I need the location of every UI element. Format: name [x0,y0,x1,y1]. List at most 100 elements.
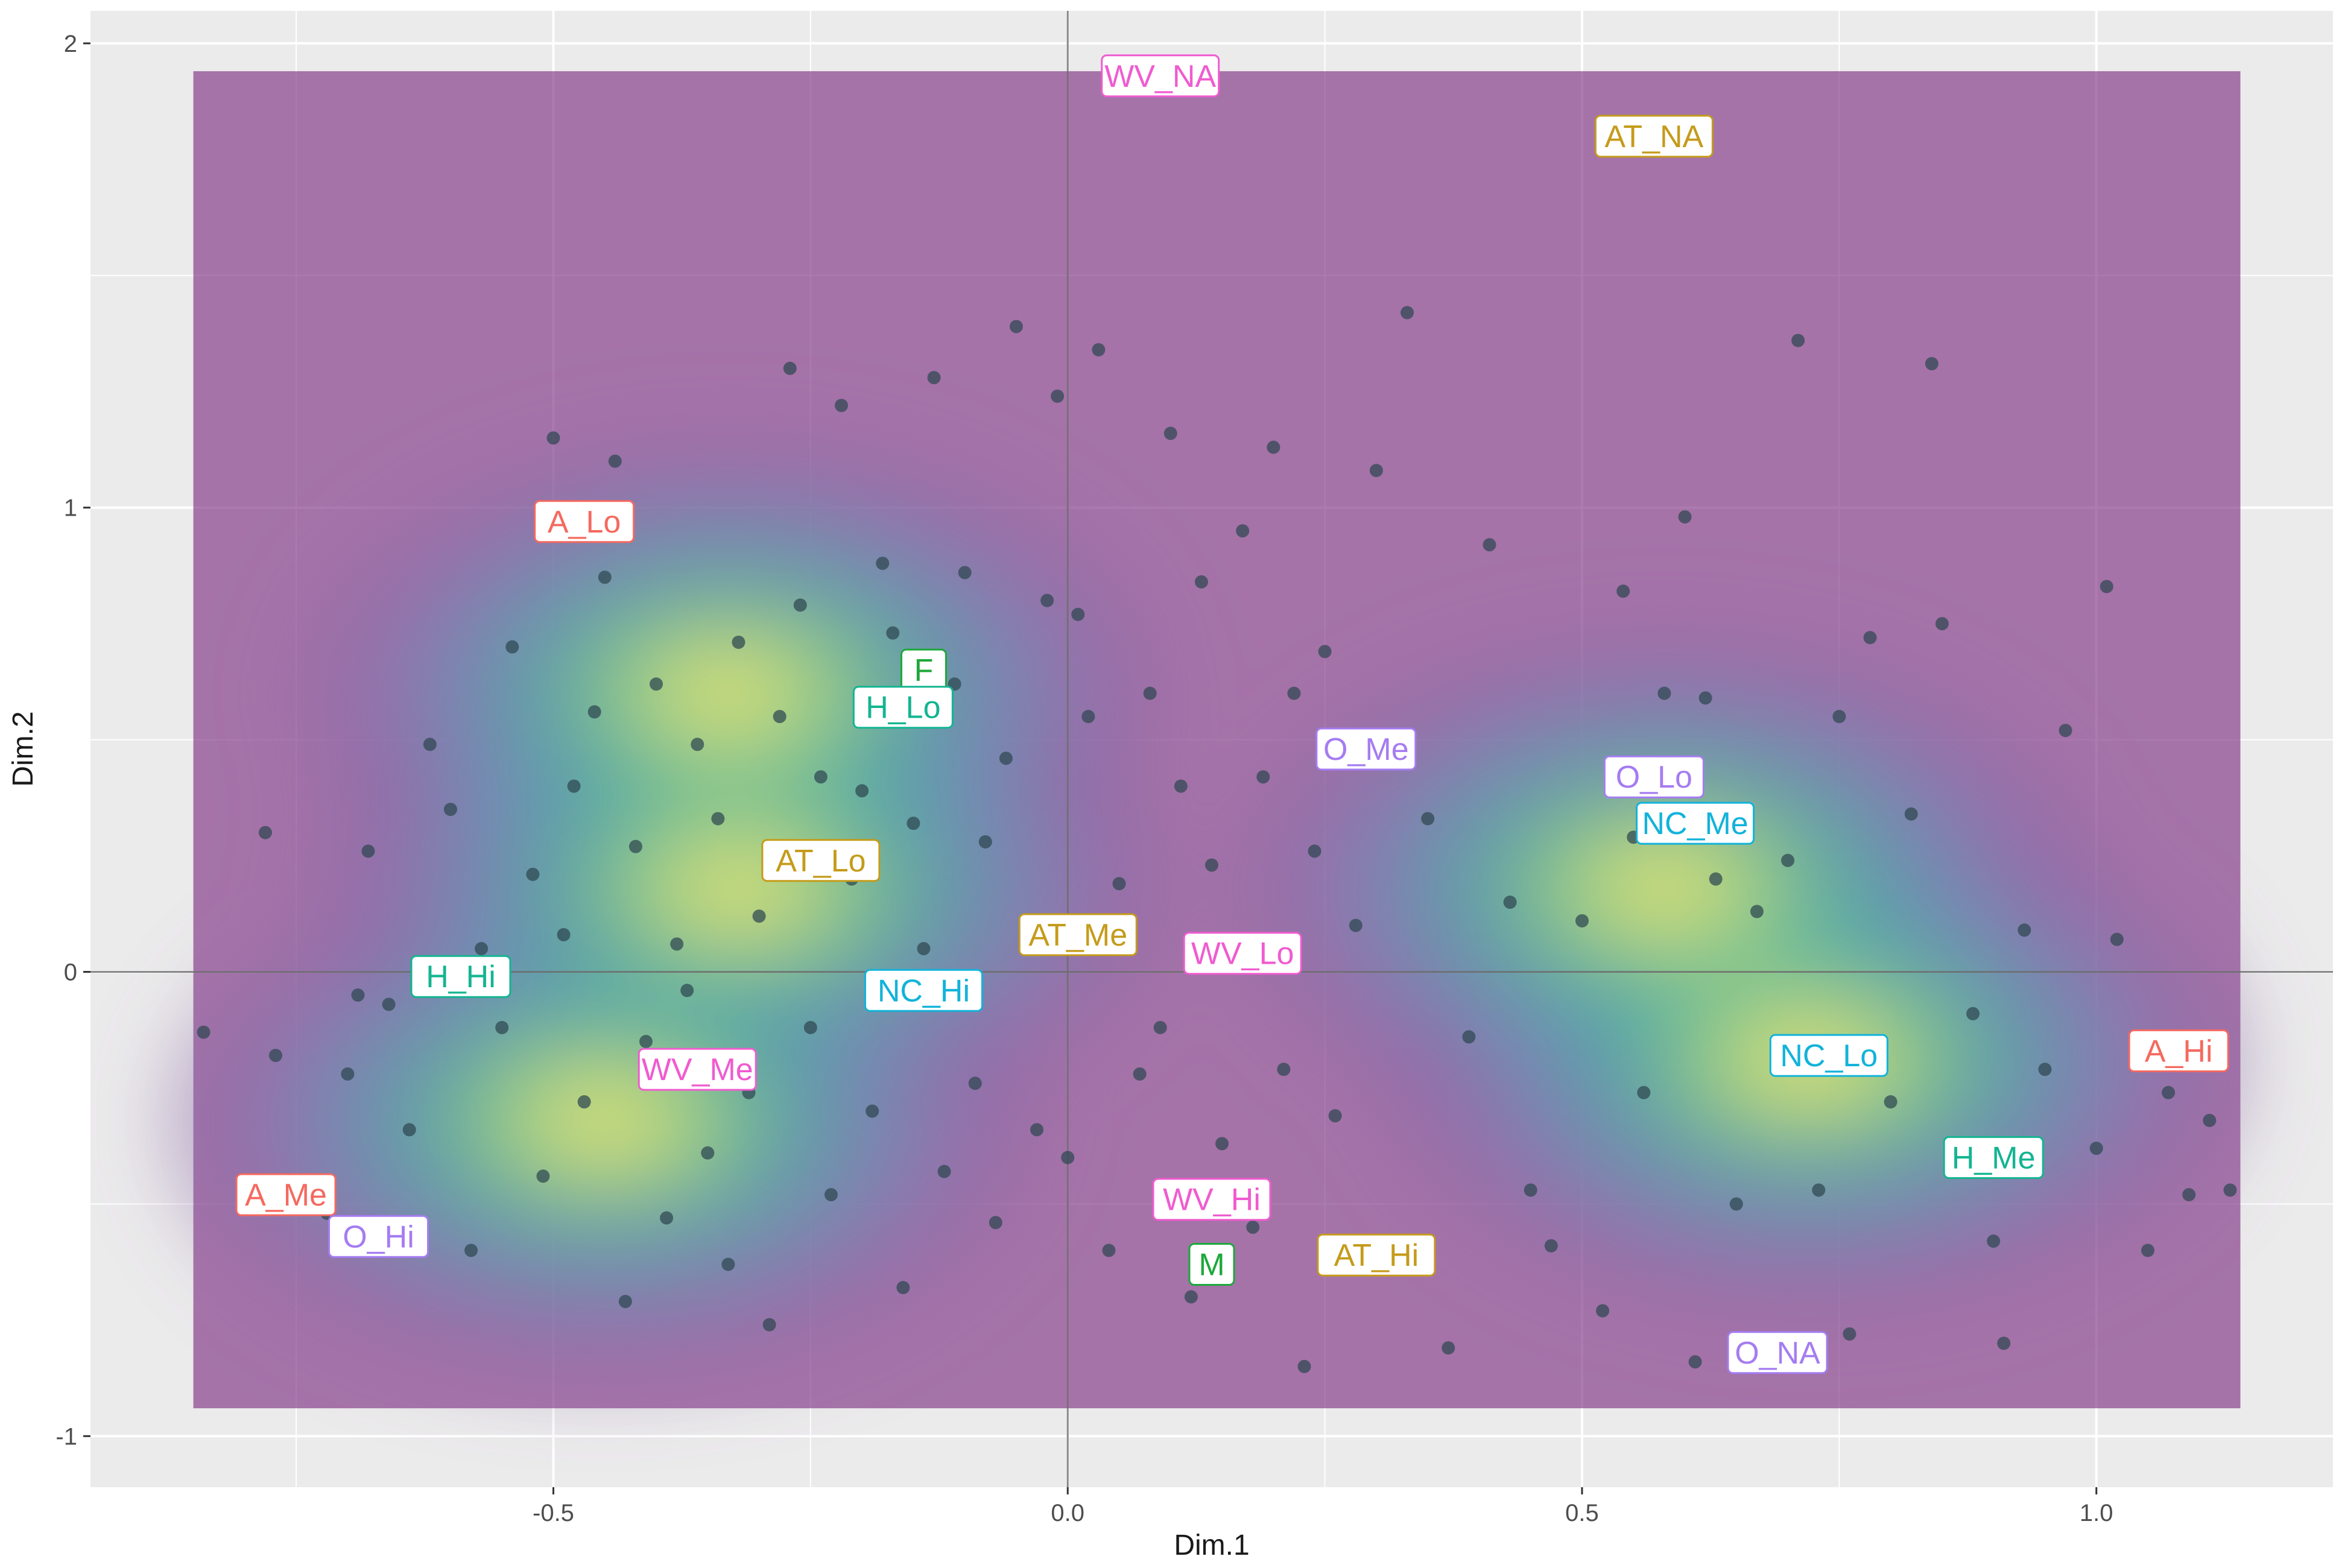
data-point [1215,1137,1229,1151]
data-point [639,1034,653,1048]
data-point [1678,510,1692,524]
label-text: O_Hi [343,1219,414,1254]
data-point [423,738,437,751]
label-box [1188,1242,1235,1286]
data-point [824,1188,838,1202]
category-label: O_Me [1315,727,1417,771]
label-box [328,1215,429,1258]
data-point [1040,593,1054,607]
data-point [1061,1151,1075,1165]
label-box [534,500,635,543]
data-point [1575,914,1589,928]
label-box [1636,801,1755,845]
data-point [1812,1183,1826,1197]
category-label: A_Lo [534,500,635,543]
label-text: AT_Lo [776,844,866,879]
data-point [1051,389,1065,403]
label-text: AT_Hi [1334,1238,1419,1273]
data-point [2223,1183,2237,1197]
data-point [1524,1183,1537,1197]
data-point [1421,812,1435,826]
data-point [1163,426,1177,440]
data-point [587,705,601,719]
data-point [1328,1109,1342,1123]
data-point [1308,844,1321,858]
y-axis-title: Dim.2 [7,711,39,786]
label-text: H_Lo [866,691,940,726]
y-tick-label: -1 [55,1423,77,1450]
data-point [628,839,642,853]
data-point [917,942,931,956]
data-point [258,826,272,839]
data-point [1143,686,1157,700]
data-point [1277,1063,1291,1076]
data-point [691,738,704,751]
y-axis: -1 0 1 2 [55,31,90,1450]
data-point [793,598,807,612]
label-text: WV_Me [642,1052,753,1087]
data-point [1966,1007,1980,1020]
data-point [670,937,684,951]
data-point [876,557,890,571]
label-text: A_Me [245,1178,327,1213]
category-label: NC_Hi [864,969,983,1012]
label-text: A_Lo [548,505,621,540]
label-text: O_Lo [1616,760,1692,795]
data-point [1596,1304,1610,1318]
category-label: WV_Hi [1152,1178,1271,1221]
data-point [546,431,560,445]
data-point [803,1020,817,1034]
data-point [341,1067,355,1081]
data-point [1287,686,1301,700]
data-point [1133,1067,1147,1081]
scatter-points [197,306,2237,1373]
category-label: WV_Me [638,1048,757,1091]
label-box [1183,932,1302,975]
data-point [1081,710,1095,724]
data-point [937,1165,951,1178]
label-box [1603,755,1704,798]
data-point [1102,1244,1116,1257]
data-point [1442,1341,1455,1355]
data-point [1544,1239,1558,1253]
data-point [2018,923,2031,937]
label-text: AT_Me [1028,918,1127,953]
label-text: M [1198,1247,1224,1282]
data-point [958,566,972,580]
data-point [1503,896,1517,909]
data-point [1349,918,1363,932]
data-point [907,817,920,830]
category-label: O_Hi [328,1215,429,1258]
data-point [886,626,900,640]
data-point [1009,320,1023,334]
label-box [1152,1178,1271,1221]
data-point [2141,1244,2155,1257]
data-point [1267,440,1280,454]
data-point [989,1216,1002,1230]
data-point [1194,575,1208,589]
data-point [1657,686,1671,700]
data-point [1462,1030,1476,1044]
x-tick-label: -0.5 [533,1500,574,1526]
label-box [1769,1034,1888,1077]
x-tick-label: 0.5 [1565,1500,1599,1526]
data-point [608,454,622,468]
x-axis-title: Dim.1 [1174,1529,1249,1561]
data-point [505,640,519,654]
data-point [835,399,849,413]
data-point [382,997,396,1011]
data-point [536,1169,550,1183]
category-label: WV_Lo [1183,932,1302,975]
data-point [2162,1086,2176,1099]
data-point [1884,1095,1897,1109]
label-box [1101,54,1220,98]
data-point [1781,853,1795,867]
data-point [1987,1234,2001,1248]
label-text: O_NA [1735,1336,1820,1371]
data-point [1843,1327,1856,1341]
density-level [1612,858,1717,919]
data-point [1153,1020,1167,1034]
data-point [2089,1142,2103,1155]
data-point [197,1025,210,1039]
label-box [1727,1331,1828,1374]
